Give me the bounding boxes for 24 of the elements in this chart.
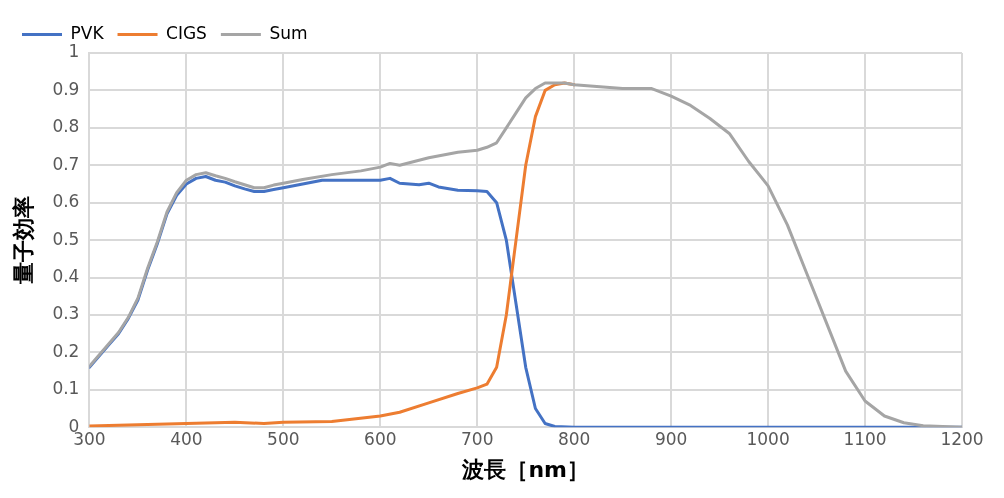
y-tick-label: 0.8 <box>52 116 80 137</box>
x-tick-label: 700 <box>461 428 494 449</box>
x-tick-label: 600 <box>364 428 397 449</box>
x-tick-label: 400 <box>170 428 203 449</box>
legend-label: CIGS <box>166 22 207 43</box>
y-tick-label: 0.7 <box>52 153 80 174</box>
y-tick-label: 0.5 <box>52 228 80 249</box>
x-tick-label: 1200 <box>940 428 984 449</box>
x-tick-label: 800 <box>557 428 591 449</box>
y-tick-label: 0.9 <box>52 78 80 99</box>
x-tick-label: 1100 <box>843 428 887 449</box>
y-tick-label: 0.3 <box>52 303 80 324</box>
legend-label: PVK <box>70 22 105 43</box>
x-axis-title: 波長［nm］ <box>461 456 590 482</box>
y-tick-label: 0.1 <box>52 378 80 399</box>
y-tick-label: 0.4 <box>52 265 80 286</box>
legend-label: Sum <box>269 22 308 43</box>
y-axis-title: 量子効率 <box>10 196 36 286</box>
y-tick-label: 0.2 <box>52 340 80 361</box>
y-tick-label: 1 <box>68 41 80 62</box>
x-tick-label: 1000 <box>746 428 790 449</box>
y-tick-label: 0.6 <box>52 191 80 212</box>
x-tick-label: 900 <box>654 428 688 449</box>
x-tick-label: 500 <box>267 428 300 449</box>
